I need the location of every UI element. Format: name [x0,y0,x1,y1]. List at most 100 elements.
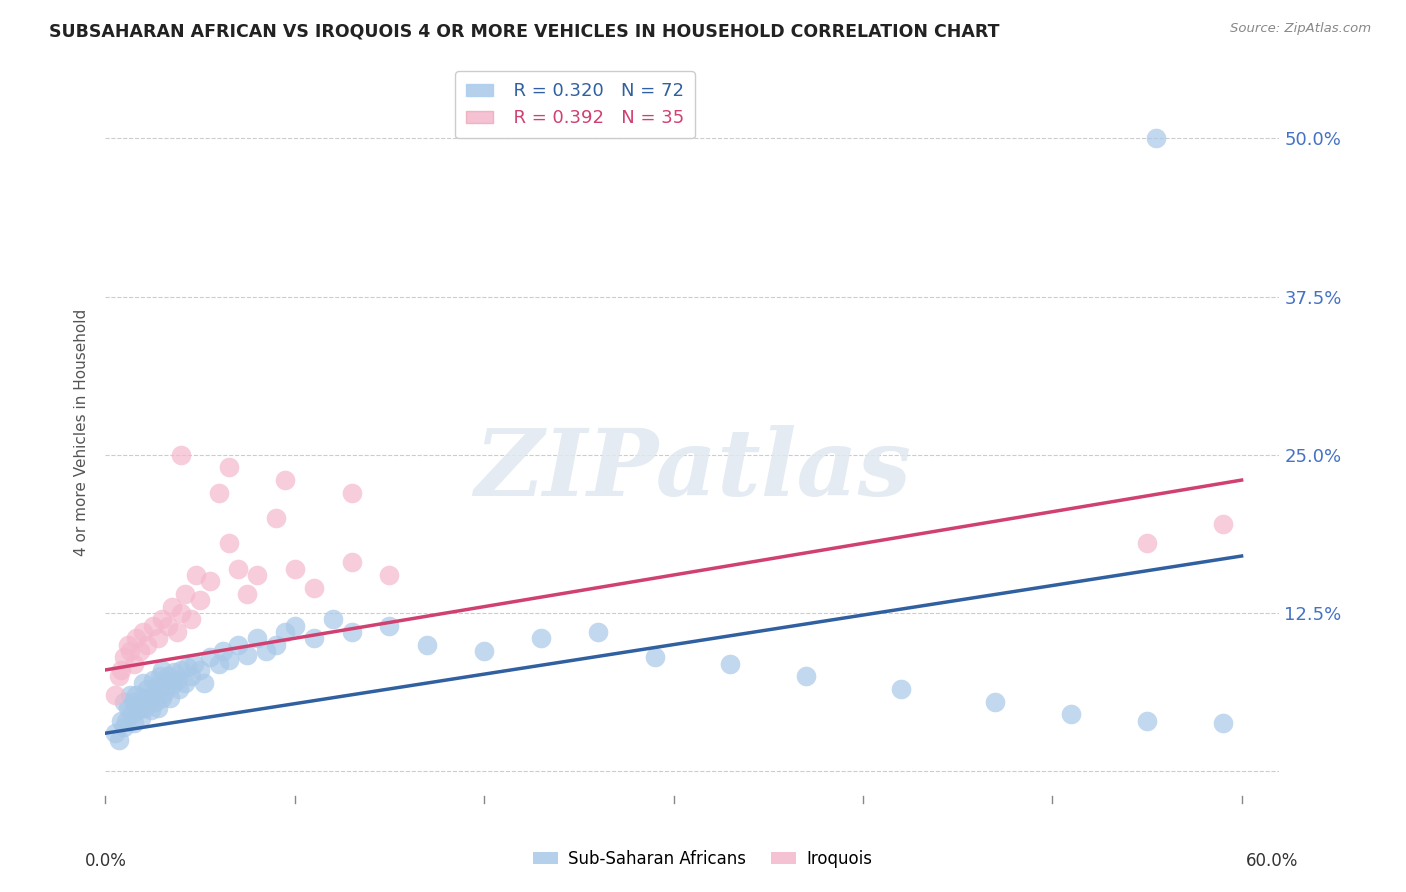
Point [125,688,148,702]
Point [174,675,197,690]
Point [150,612,173,626]
Point [246,632,269,646]
Point [218,536,240,550]
Point [472,644,495,658]
Point [1060,707,1083,722]
Point [170,663,193,677]
Point [340,555,363,569]
Point [378,568,401,582]
Point [132,624,155,639]
Point [188,593,211,607]
Point [112,720,135,734]
Point [142,688,165,702]
Point [340,485,363,500]
Point [150,663,173,677]
Point [169,681,191,696]
Point [193,675,215,690]
Point [125,632,148,646]
Point [718,657,741,671]
Point [128,644,150,658]
Point [153,686,176,700]
Point [170,606,193,620]
Point [530,632,553,646]
Point [160,599,183,614]
Point [208,485,231,500]
Point [176,660,198,674]
Point [131,711,153,725]
Point [274,624,297,639]
Point [984,694,1007,708]
Point [132,690,155,705]
Point [122,694,145,708]
Point [890,681,912,696]
Point [134,701,156,715]
Point [208,657,231,671]
Point [148,678,170,692]
Point [586,624,609,639]
Point [127,703,149,717]
Point [104,726,127,740]
Point [142,673,165,687]
Point [149,669,172,683]
Point [794,669,817,683]
Point [378,618,401,632]
Point [107,732,129,747]
Point [121,707,143,722]
Point [110,663,132,677]
Point [156,669,179,683]
Point [162,665,184,680]
Point [416,638,439,652]
Point [110,714,132,728]
Point [236,587,259,601]
Point [1212,517,1234,532]
Point [138,694,160,708]
Text: ZIPatlas: ZIPatlas [474,425,911,515]
Point [112,650,135,665]
Point [180,612,202,626]
Legend:   R = 0.320   N = 72,   R = 0.392   N = 35: R = 0.320 N = 72, R = 0.392 N = 35 [456,71,695,138]
Text: SUBSAHARAN AFRICAN VS IROQUOIS 4 OR MORE VEHICLES IN HOUSEHOLD CORRELATION CHART: SUBSAHARAN AFRICAN VS IROQUOIS 4 OR MORE… [49,22,1000,40]
Point [155,675,177,690]
Point [340,624,363,639]
Point [198,650,221,665]
Point [150,690,173,705]
Point [274,473,297,487]
Point [122,716,145,731]
Point [145,681,167,696]
Point [284,618,307,632]
Point [159,690,181,705]
Point [166,624,188,639]
Point [104,688,127,702]
Point [117,638,139,652]
Point [264,638,287,652]
Point [284,562,307,576]
Point [264,511,287,525]
Point [188,663,211,677]
Point [143,694,166,708]
Point [302,581,325,595]
Point [170,448,193,462]
Point [246,568,269,582]
Point [160,678,183,692]
Point [183,657,205,671]
Point [136,638,159,652]
Point [1136,536,1159,550]
Point [186,568,208,582]
Point [148,632,170,646]
Point [180,669,202,683]
Point [142,618,165,632]
Point [136,681,159,696]
Point [1212,716,1234,731]
Point [122,657,145,671]
Point [115,714,138,728]
Point [226,638,249,652]
Point [218,460,240,475]
Legend: Sub-Saharan Africans, Iroquois: Sub-Saharan Africans, Iroquois [527,844,879,875]
Point [107,669,129,683]
Point [112,694,135,708]
Point [218,653,240,667]
Point [236,648,259,662]
Point [117,701,139,715]
Point [1144,131,1167,145]
Point [322,612,344,626]
